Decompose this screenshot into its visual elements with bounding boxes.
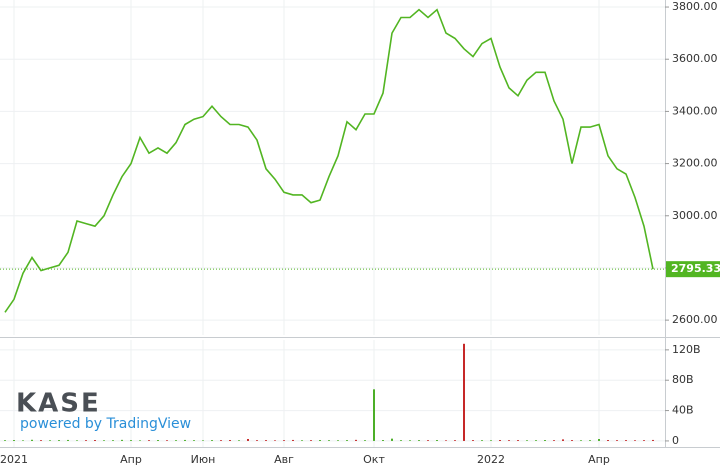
volume-bar: [220, 440, 222, 441]
volume-bar: [319, 440, 321, 441]
volume-bar: [292, 439, 294, 441]
volume-bar: [562, 439, 564, 441]
volume-bar: [193, 440, 195, 441]
volume-bar: [265, 440, 267, 441]
x-tick-label: 2022: [477, 453, 505, 466]
y-tick-label: 80B: [672, 373, 694, 386]
volume-bar: [454, 440, 456, 441]
volume-bar: [382, 440, 384, 441]
volume-bar: [643, 440, 645, 441]
volume-bar: [481, 440, 483, 441]
volume-bar: [409, 440, 411, 441]
x-tick-label: Апр: [588, 453, 610, 466]
logo-name: KASE: [16, 389, 101, 419]
volume-bar: [301, 440, 303, 441]
x-tick-label: Июн: [191, 453, 216, 466]
volume-bar: [445, 440, 447, 441]
volume-bar: [472, 440, 474, 441]
volume-bar: [40, 440, 42, 441]
volume-bar: [364, 440, 366, 441]
volume-bar: [229, 440, 231, 441]
y-tick-label: 2600.00: [672, 313, 718, 326]
x-tick-label: Апр: [120, 453, 142, 466]
volume-bar: [148, 440, 150, 441]
volume-bar: [103, 440, 105, 441]
volume-bar: [139, 440, 141, 441]
price-line: [4, 8, 654, 313]
volume-bar: [463, 343, 465, 441]
last-price-label: 2795.33: [671, 262, 720, 275]
volume-bar: [211, 440, 213, 441]
y-tick-label: 120B: [672, 343, 701, 356]
y-tick-label: 3800.00: [672, 0, 718, 13]
volume-bar: [202, 440, 204, 441]
last-price-box: [666, 261, 720, 278]
volume-bar: [274, 440, 276, 441]
volume-bar: [328, 440, 330, 441]
y-tick-label: 3400.00: [672, 104, 718, 117]
volume-bar: [76, 440, 78, 441]
volume-bar: [310, 440, 312, 441]
x-tick-label: 2021: [0, 453, 28, 466]
volume-bar: [625, 440, 627, 441]
volume-bar: [598, 439, 600, 441]
volume-bar: [400, 440, 402, 441]
volume-bar: [157, 440, 159, 441]
volume-bar: [166, 440, 168, 441]
y-tick-label: 0: [672, 434, 679, 447]
volume-bar: [121, 439, 123, 441]
y-tick-label: 40B: [672, 404, 694, 417]
volume-bar: [544, 440, 546, 441]
volume-bar: [31, 439, 33, 441]
volume-bar: [589, 440, 591, 441]
volume-bar: [616, 440, 618, 441]
volume-bar: [67, 439, 69, 441]
volume-bar: [571, 440, 573, 441]
y-tick-label: 3000.00: [672, 209, 718, 222]
volume-bar: [517, 440, 519, 441]
logo: KASE powered by TradingView: [16, 389, 191, 433]
y-tick-label: 3600.00: [672, 52, 718, 65]
volume-bar: [256, 440, 258, 441]
logo-tagline: powered by TradingView: [20, 416, 191, 432]
volume-bar: [499, 440, 501, 441]
volume-bar: [652, 439, 654, 441]
volume-bar: [49, 440, 51, 441]
volume-bar: [13, 440, 15, 441]
volume-bar: [184, 439, 186, 441]
marks-layer: [0, 8, 665, 441]
volume-bar: [355, 439, 357, 441]
volume-bar: [553, 440, 555, 441]
volume-bar: [346, 440, 348, 441]
volume-bar: [580, 440, 582, 441]
volume-bar: [4, 440, 6, 441]
volume-bar: [508, 440, 510, 441]
y-tick-label: 3200.00: [672, 157, 718, 170]
volume-bar: [112, 440, 114, 441]
volume-bar: [427, 440, 429, 441]
volume-bar: [247, 439, 249, 441]
x-tick-label: Авг: [274, 453, 294, 466]
volume-bar: [634, 440, 636, 441]
volume-bar: [607, 440, 609, 441]
volume-bar: [58, 440, 60, 441]
volume-bar: [418, 440, 420, 441]
x-tick-label: Окт: [363, 453, 385, 466]
volume-bar: [373, 389, 375, 441]
volume-bar: [283, 440, 285, 441]
volume-bar: [94, 440, 96, 441]
volume-bar: [238, 440, 240, 441]
volume-bar: [391, 438, 393, 441]
volume-bar: [490, 440, 492, 441]
volume-bar: [85, 440, 87, 441]
volume-bar: [175, 440, 177, 441]
volume-bar: [526, 440, 528, 441]
volume-bar: [436, 440, 438, 441]
volume-bar: [535, 440, 537, 441]
volume-bar: [337, 440, 339, 441]
volume-bar: [22, 440, 24, 441]
volume-bar: [130, 440, 132, 441]
